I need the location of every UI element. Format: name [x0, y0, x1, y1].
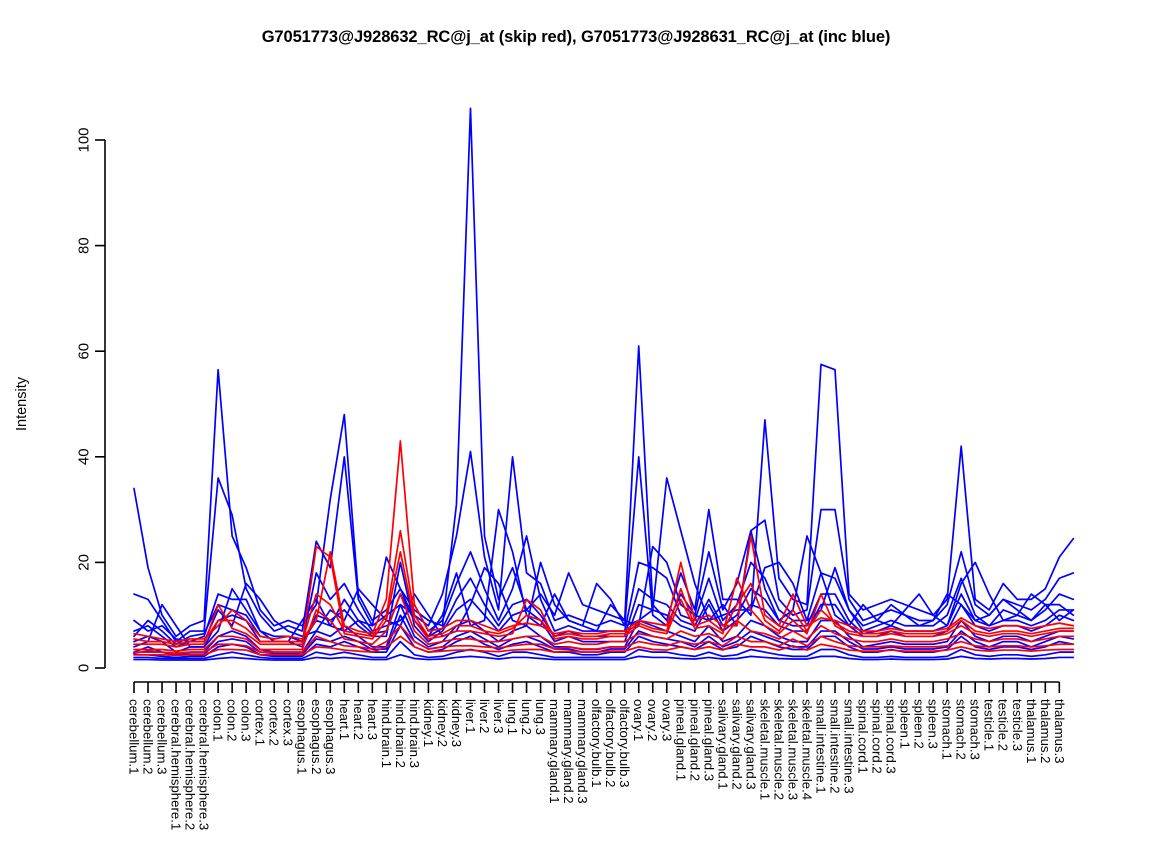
x-axis-tick-label: heart.2 — [351, 699, 366, 740]
x-axis-tick-label: kidney.1 — [421, 699, 436, 747]
x-axis-tick-label: pineal.gland.3 — [701, 699, 716, 781]
series-line — [133, 477, 1075, 648]
y-axis-tick-label: 20 — [76, 554, 93, 571]
y-axis-tick-label: 0 — [76, 664, 93, 672]
x-axis-tick-label: spinal.cord.2 — [870, 699, 885, 774]
series-line — [133, 529, 1075, 646]
y-axis-tick-label: 60 — [76, 343, 93, 360]
x-axis-tick-label: colon.3 — [239, 699, 254, 742]
x-axis-tick-label: salivary.gland.1 — [715, 699, 730, 790]
x-axis-tick-label: pineal.gland.2 — [687, 699, 702, 781]
x-axis-tick-labels: cerebellum.1 cerebellum.2 cerebellum.3 cere… — [127, 699, 1067, 830]
x-axis-tick-label: hind.brain.2 — [393, 699, 408, 768]
series-line — [133, 624, 1075, 659]
x-axis-tick-label: salivary.gland.3 — [743, 699, 758, 790]
x-axis-tick-label: skeletal.muscle.3 — [785, 699, 800, 800]
page-title: G7051773@J928632_RC@j_at (skip red), G70… — [261, 28, 891, 46]
x-axis-tick-label: stomach.3 — [968, 699, 983, 760]
x-axis-tick-label: esophagus.2 — [309, 699, 324, 775]
x-axis-tick-label: cerebellum.2 — [141, 699, 156, 775]
x-axis-tick-label: cerebral.hemisphere.2 — [183, 699, 198, 830]
x-axis-tick-label: lung.2 — [519, 699, 534, 735]
series-line — [133, 614, 1075, 657]
x-axis-tick-label: testicle.1 — [982, 699, 997, 751]
x-axis-tick-label: hind.brain.1 — [379, 699, 394, 768]
x-axis-tick-label: spinal.cord.3 — [884, 699, 899, 774]
x-axis-tick-label: ovary.3 — [659, 699, 674, 741]
x-axis-tick-label: salivary.gland.2 — [729, 699, 744, 790]
x-axis-tick-label: thalamus.3 — [1052, 699, 1067, 764]
x-axis-tick-label: colon.2 — [225, 699, 240, 742]
x-axis-tick-label: colon.1 — [211, 699, 226, 742]
series-line — [133, 653, 1075, 661]
x-axis-tick-label: ovary.2 — [645, 699, 660, 741]
x-axis-tick-label: olfactory.bulb.2 — [603, 699, 618, 787]
x-axis-tick-label: pineal.gland.1 — [673, 699, 688, 781]
x-axis-tick-label: stomach.2 — [954, 699, 969, 760]
x-axis-tick-label: spleen.1 — [898, 699, 913, 749]
y-axis-tick-label: 40 — [76, 448, 93, 465]
x-axis-tick-label: mammary.gland.2 — [561, 699, 576, 804]
series-line — [133, 450, 1075, 643]
x-axis-tick-label: testicle.3 — [1010, 699, 1025, 751]
x-axis-tick-label: cortex.3 — [281, 699, 296, 746]
series-line — [133, 593, 1075, 652]
x-axis-tick-label: cortex.1 — [253, 699, 268, 746]
x-axis-tick-label: liver.2 — [477, 699, 492, 733]
y-axis-tick-label: 100 — [76, 127, 93, 152]
y-axis-tick-label: 80 — [76, 237, 93, 254]
y-axis-tick-labels: 0 20 40 60 80 100 — [76, 127, 93, 672]
series-line — [133, 640, 1075, 660]
x-axis-tick-label: cortex.2 — [267, 699, 282, 746]
x-axis-tick-label: liver.3 — [491, 699, 506, 733]
x-axis-tick-label: ovary.1 — [631, 699, 646, 741]
y-axis-title-label: Intensity — [14, 376, 30, 431]
series-line — [133, 635, 1075, 657]
x-axis-tick-label: testicle.2 — [996, 699, 1011, 751]
x-axis-tick-label: skeletal.muscle.4 — [799, 699, 814, 800]
x-axis-tick-label: hind.brain.3 — [407, 699, 422, 768]
x-axis-tick-label: lung.3 — [533, 699, 548, 735]
axis-layer — [95, 139, 1061, 693]
x-axis-tick-label: spinal.cord.1 — [856, 699, 871, 774]
series-line — [133, 545, 1075, 648]
series-line — [133, 545, 1075, 643]
x-axis-tick-label: small.intestine.3 — [842, 699, 857, 794]
series-layer — [133, 107, 1075, 661]
series-line — [133, 107, 1075, 638]
x-axis-tick-label: olfactory.bulb.1 — [589, 699, 604, 787]
x-axis-tick-label: small.intestine.1 — [813, 699, 828, 794]
x-axis-tick-label: thalamus.1 — [1024, 699, 1039, 764]
x-axis-tick-label: thalamus.2 — [1038, 699, 1053, 764]
x-axis-tick-label: skeletal.muscle.2 — [771, 699, 786, 800]
x-axis-tick-label: esophagus.1 — [295, 699, 310, 775]
x-axis-tick-label: cerebral.hemisphere.3 — [197, 699, 212, 830]
x-axis-tick-label: skeletal.muscle.1 — [757, 699, 772, 800]
x-axis-tick-label: spleen.3 — [926, 699, 941, 749]
x-axis-tick-label: mammary.gland.3 — [575, 699, 590, 804]
x-axis-tick-label: heart.1 — [337, 699, 352, 740]
x-axis-tick-label: stomach.1 — [940, 699, 955, 760]
x-axis-tick-label: cerebellum.1 — [127, 699, 142, 775]
x-axis-tick-label: small.intestine.2 — [828, 699, 843, 794]
x-axis-tick-label: cerebral.hemisphere.1 — [169, 699, 184, 830]
x-axis-tick-label: olfactory.bulb.3 — [617, 699, 632, 787]
series-line — [133, 440, 1075, 643]
x-axis-tick-label: liver.1 — [463, 699, 478, 733]
x-axis-tick-label: cerebellum.3 — [155, 699, 170, 775]
x-axis-tick-label: lung.1 — [505, 699, 520, 735]
x-axis-tick-label: kidney.2 — [435, 699, 450, 747]
x-axis-tick-label: esophagus.3 — [323, 699, 338, 775]
y-axis-title: Intensity — [14, 376, 30, 431]
series-line — [133, 624, 1075, 655]
x-axis-tick-label: spleen.2 — [912, 699, 927, 749]
x-axis-tick-label: mammary.gland.1 — [547, 699, 562, 804]
x-axis-tick-label: kidney.3 — [449, 699, 464, 747]
x-axis-tick-label: heart.3 — [365, 699, 380, 740]
